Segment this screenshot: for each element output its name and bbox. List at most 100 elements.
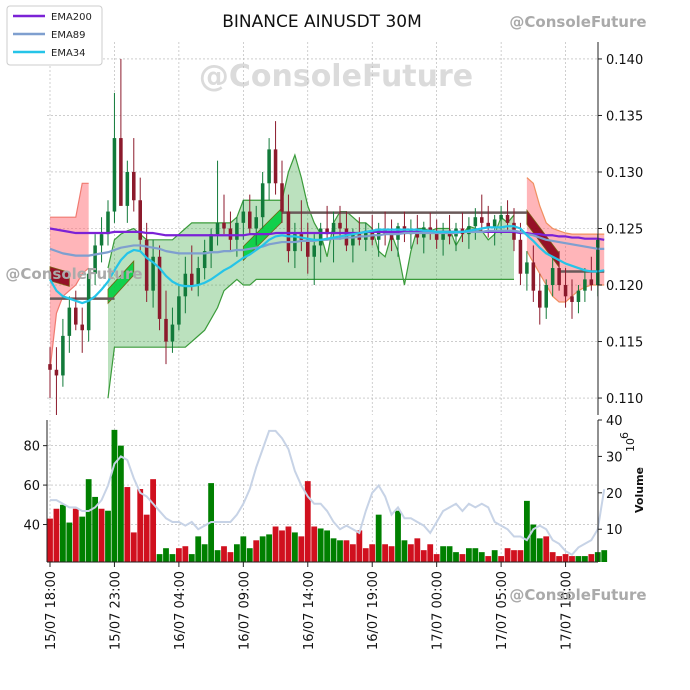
volume-bar (105, 510, 111, 562)
volume-bar (117, 445, 124, 562)
candle-body (74, 307, 78, 325)
volume-bar (259, 536, 266, 562)
volume-bar (66, 522, 73, 562)
volume-bar (459, 554, 466, 562)
volume-bar (375, 514, 382, 562)
chart-title: BINANCE AINUSDT 30M (222, 12, 422, 32)
volume-bar (337, 540, 343, 562)
supply-zone-right-edge (526, 177, 605, 235)
volume-bar (304, 481, 311, 562)
demand-zone (108, 155, 514, 399)
volume-bar (356, 530, 363, 562)
candle-body (376, 228, 381, 240)
volume-bar (85, 479, 92, 562)
volume-bar (395, 510, 401, 562)
legend-box (6, 5, 103, 66)
volume-bar (433, 554, 440, 562)
volume-bar (485, 556, 492, 562)
volume-right-tick-label: 40 (606, 414, 623, 429)
price-tick-label: 0.115 (606, 336, 643, 351)
watermark-top-right: @ConsoleFuture (509, 13, 646, 31)
candle-body (177, 296, 181, 325)
volume-bar (388, 546, 395, 562)
price-tick-label: 0.140 (606, 53, 643, 68)
volume-bar (362, 548, 369, 562)
candle-body (164, 318, 168, 342)
candle-body (138, 200, 142, 240)
volume-bar (53, 508, 60, 562)
volume-left-tick-label: 80 (23, 440, 40, 455)
legend-label-ema89: EMA89 (51, 30, 86, 41)
candle-body (583, 279, 587, 291)
volume-bar (240, 536, 247, 562)
volume-bar (491, 550, 498, 562)
volume-bar (446, 546, 453, 562)
volume-bar (453, 552, 459, 562)
watermark-center: @ConsoleFuture (199, 59, 473, 94)
volume-bar (317, 528, 324, 562)
volume-bar (175, 548, 182, 562)
candle-body (589, 279, 594, 286)
candle-body (93, 245, 97, 274)
volume-axis-label: Volume (633, 467, 646, 513)
volume-bar (575, 556, 582, 562)
candle-body (228, 228, 233, 240)
candle-body (80, 324, 84, 331)
candle-body (544, 285, 548, 308)
candle-body (576, 290, 581, 302)
watermark-bottom-right: @ConsoleFuture (509, 586, 646, 604)
volume-left-tick-label: 60 (23, 479, 40, 494)
candle-body (434, 233, 439, 240)
volume-bar (536, 538, 543, 562)
time-tick-label: 15/07 23:00 (108, 571, 123, 650)
candle-body (318, 228, 323, 246)
candle-body (125, 171, 130, 206)
candle-body (396, 226, 400, 240)
time-tick-label: 16/07 04:00 (173, 571, 188, 650)
candle-body (260, 183, 265, 218)
time-tick-label: 17/07 10:00 (560, 571, 575, 650)
time-tick-label: 17/07 00:00 (431, 571, 446, 650)
ema34-line (49, 225, 605, 305)
volume-left-tick-label: 40 (23, 519, 40, 534)
volume-bar (253, 540, 260, 562)
volume-bar (549, 552, 556, 562)
volume-bar (279, 530, 285, 562)
volume-bar (523, 500, 530, 562)
volume-bar (498, 556, 505, 562)
candle-body (538, 290, 542, 308)
volume-bar (285, 526, 292, 562)
candle-body (144, 239, 149, 291)
candle-body (331, 222, 336, 235)
candle-body (254, 217, 258, 229)
price-tick-label: 0.125 (606, 223, 643, 238)
volume-bar (98, 508, 105, 562)
price-tick-label: 0.135 (606, 109, 643, 124)
price-tick-label: 0.110 (606, 392, 643, 407)
volume-bar (298, 536, 305, 562)
candle-body (209, 234, 213, 252)
volume-bar (330, 538, 337, 562)
volume-bar (420, 550, 427, 562)
volume-bar (163, 548, 169, 562)
volume-bar (588, 554, 595, 562)
candle-body (106, 211, 110, 235)
candle-body (157, 256, 162, 319)
volume-bar (195, 536, 202, 562)
candle-body (67, 307, 72, 336)
legend-label-ema34: EMA34 (51, 48, 86, 59)
volume-bar (233, 544, 240, 562)
time-tick-label: 16/07 19:00 (366, 571, 381, 650)
candle-body (364, 230, 368, 240)
volume-layer (47, 429, 608, 562)
candle-body (170, 324, 175, 342)
volume-bar (349, 544, 356, 562)
volume-bar (182, 546, 189, 562)
volume-bar (324, 530, 331, 562)
volume-bar (156, 554, 163, 562)
supply-zone-left-edge (49, 267, 90, 370)
volume-right-tick-label: 30 (606, 450, 623, 465)
volume-bar (272, 526, 279, 562)
volume-bar (59, 504, 66, 562)
volume-bar (504, 548, 511, 562)
